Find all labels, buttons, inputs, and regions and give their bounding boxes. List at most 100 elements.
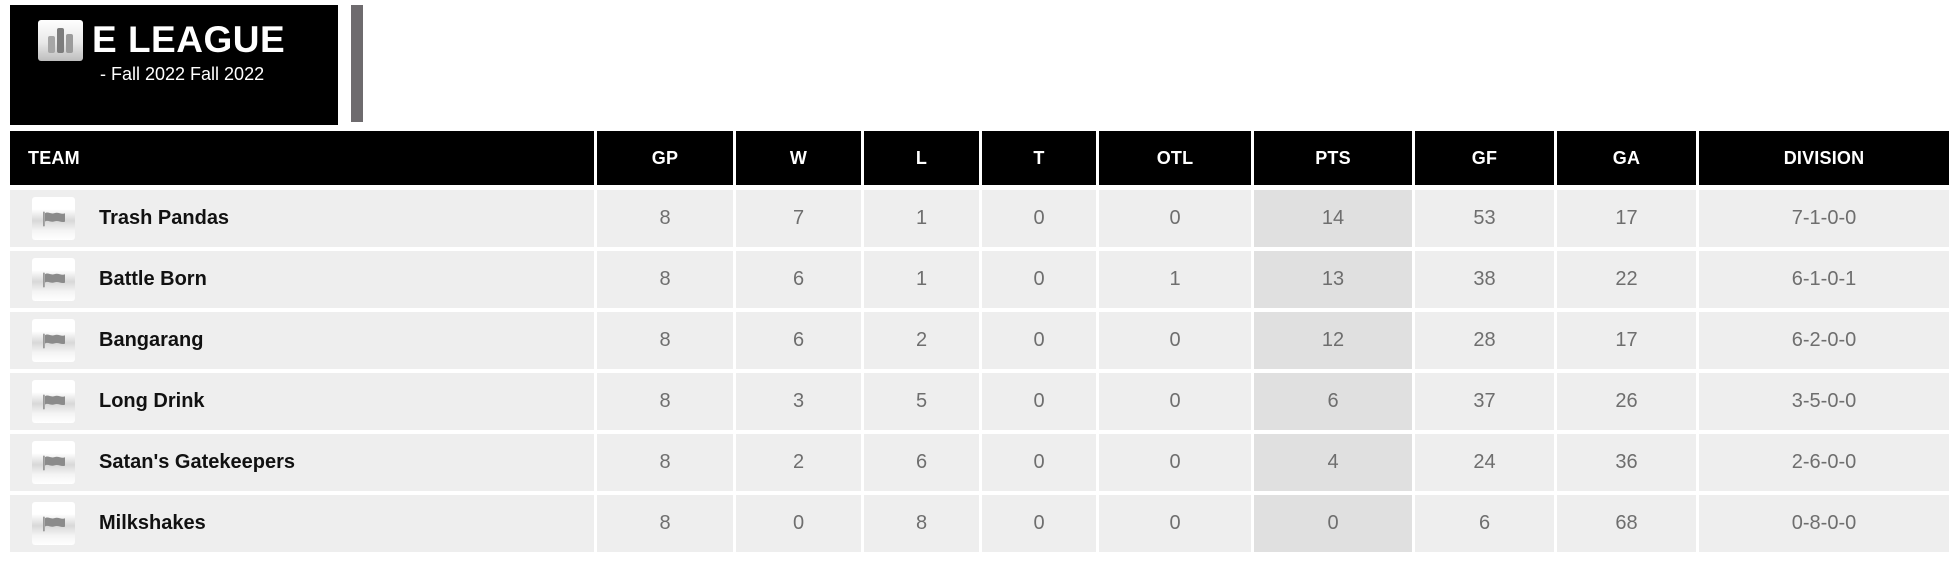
league-banner: E LEAGUE - Fall 2022 Fall 2022 xyxy=(10,5,370,125)
stat-pts: 0 xyxy=(1254,495,1412,552)
team-name-link[interactable]: Bangarang xyxy=(99,329,204,351)
team-name-link[interactable]: Trash Pandas xyxy=(99,207,230,229)
stat-division: 6-2-0-0 xyxy=(1699,312,1949,369)
stat-gf: 38 xyxy=(1415,251,1554,308)
stat-pts: 4 xyxy=(1254,434,1412,491)
stat-pts: 14 xyxy=(1254,190,1412,247)
stat-gf: 24 xyxy=(1415,434,1554,491)
stat-gp: 8 xyxy=(597,434,733,491)
stat-otl: 0 xyxy=(1099,495,1251,552)
stat-gf: 37 xyxy=(1415,373,1554,430)
team-name-link[interactable]: Long Drink xyxy=(99,390,205,412)
flag-icon xyxy=(32,258,75,301)
stat-gf: 28 xyxy=(1415,312,1554,369)
stat-w: 3 xyxy=(736,373,861,430)
stat-otl: 1 xyxy=(1099,251,1251,308)
stat-division: 6-1-0-1 xyxy=(1699,251,1949,308)
stat-t: 0 xyxy=(982,190,1096,247)
stat-l: 8 xyxy=(864,495,979,552)
team-row: Bangarang 8 6 2 0 0 12 28 17 6-2-0-0 xyxy=(10,312,1959,369)
team-cell: Milkshakes xyxy=(10,495,594,552)
league-season-subtitle: - Fall 2022 Fall 2022 xyxy=(100,64,265,84)
stat-gp: 8 xyxy=(597,251,733,308)
team-row: Satan's Gatekeepers 8 2 6 0 0 4 24 36 2-6-0-0 xyxy=(10,434,1959,491)
team-row: Long Drink 8 3 5 0 0 6 37 26 3-5-0-0 xyxy=(10,373,1959,430)
table-body: Trash Pandas 8 7 1 0 0 14 53 17 7-1-0-0 Battle Bor… xyxy=(10,190,1959,552)
team-row: Battle Born 8 6 1 0 1 13 38 22 6-1-0-1 xyxy=(10,251,1959,308)
flag-icon xyxy=(32,319,75,362)
stat-division: 3-5-0-0 xyxy=(1699,373,1949,430)
team-row: Trash Pandas 8 7 1 0 0 14 53 17 7-1-0-0 xyxy=(10,190,1959,247)
stat-ga: 36 xyxy=(1557,434,1696,491)
column-header-ga: GA xyxy=(1557,131,1696,185)
stat-l: 1 xyxy=(864,190,979,247)
stat-pts: 6 xyxy=(1254,373,1412,430)
stat-l: 1 xyxy=(864,251,979,308)
stat-ga: 68 xyxy=(1557,495,1696,552)
flag-icon xyxy=(32,502,75,545)
column-header-pts: PTS xyxy=(1254,131,1412,185)
column-header-division: DIVISION xyxy=(1699,131,1949,185)
stat-w: 6 xyxy=(736,312,861,369)
column-header-l: L xyxy=(864,131,979,185)
stat-ga: 17 xyxy=(1557,312,1696,369)
stat-ga: 26 xyxy=(1557,373,1696,430)
stat-ga: 22 xyxy=(1557,251,1696,308)
bar-chart-icon xyxy=(57,28,64,53)
stat-otl: 0 xyxy=(1099,434,1251,491)
stat-division: 2-6-0-0 xyxy=(1699,434,1949,491)
stat-gf: 6 xyxy=(1415,495,1554,552)
stat-l: 5 xyxy=(864,373,979,430)
team-name-link[interactable]: Battle Born xyxy=(99,268,207,290)
stat-otl: 0 xyxy=(1099,190,1251,247)
stat-ga: 17 xyxy=(1557,190,1696,247)
stat-division: 7-1-0-0 xyxy=(1699,190,1949,247)
column-header-otl: OTL xyxy=(1099,131,1251,185)
stat-gp: 8 xyxy=(597,190,733,247)
stat-gp: 8 xyxy=(597,495,733,552)
column-header-gp: GP xyxy=(597,131,733,185)
stat-l: 2 xyxy=(864,312,979,369)
league-title: E LEAGUE xyxy=(92,19,286,61)
stat-gf: 53 xyxy=(1415,190,1554,247)
stat-t: 0 xyxy=(982,434,1096,491)
team-row: Milkshakes 8 0 8 0 0 0 6 68 0-8-0-0 xyxy=(10,495,1959,552)
stat-w: 0 xyxy=(736,495,861,552)
team-cell: Trash Pandas xyxy=(10,190,594,247)
flag-icon xyxy=(32,441,75,484)
stat-w: 2 xyxy=(736,434,861,491)
stat-gp: 8 xyxy=(597,312,733,369)
column-header-t: T xyxy=(982,131,1096,185)
stat-w: 7 xyxy=(736,190,861,247)
bar-chart-icon xyxy=(66,34,73,53)
stat-otl: 0 xyxy=(1099,312,1251,369)
stat-t: 0 xyxy=(982,251,1096,308)
stat-otl: 0 xyxy=(1099,373,1251,430)
stat-division: 0-8-0-0 xyxy=(1699,495,1949,552)
stat-pts: 12 xyxy=(1254,312,1412,369)
table-header-row: TEAM GP W L T OTL PTS GF GA DIVISION xyxy=(10,131,1959,185)
team-cell: Bangarang xyxy=(10,312,594,369)
flag-icon xyxy=(32,380,75,423)
column-header-team: TEAM xyxy=(10,131,594,185)
team-cell: Battle Born xyxy=(10,251,594,308)
team-cell: Long Drink xyxy=(10,373,594,430)
stat-t: 0 xyxy=(982,373,1096,430)
banner-accent-bar xyxy=(351,5,363,122)
standings-table: TEAM GP W L T OTL PTS GF GA DIVISION Trash Pandas… xyxy=(10,131,1959,552)
flag-icon xyxy=(32,197,75,240)
team-cell: Satan's Gatekeepers xyxy=(10,434,594,491)
bar-chart-icon xyxy=(48,36,55,53)
team-name-link[interactable]: Milkshakes xyxy=(99,512,206,534)
stat-w: 6 xyxy=(736,251,861,308)
stat-gp: 8 xyxy=(597,373,733,430)
league-logo-icon xyxy=(38,20,83,61)
column-header-gf: GF xyxy=(1415,131,1554,185)
column-header-w: W xyxy=(736,131,861,185)
stat-t: 0 xyxy=(982,495,1096,552)
league-banner-box: E LEAGUE - Fall 2022 Fall 2022 xyxy=(10,5,338,125)
stat-pts: 13 xyxy=(1254,251,1412,308)
team-name-link[interactable]: Satan's Gatekeepers xyxy=(99,451,295,473)
stat-t: 0 xyxy=(982,312,1096,369)
stat-l: 6 xyxy=(864,434,979,491)
